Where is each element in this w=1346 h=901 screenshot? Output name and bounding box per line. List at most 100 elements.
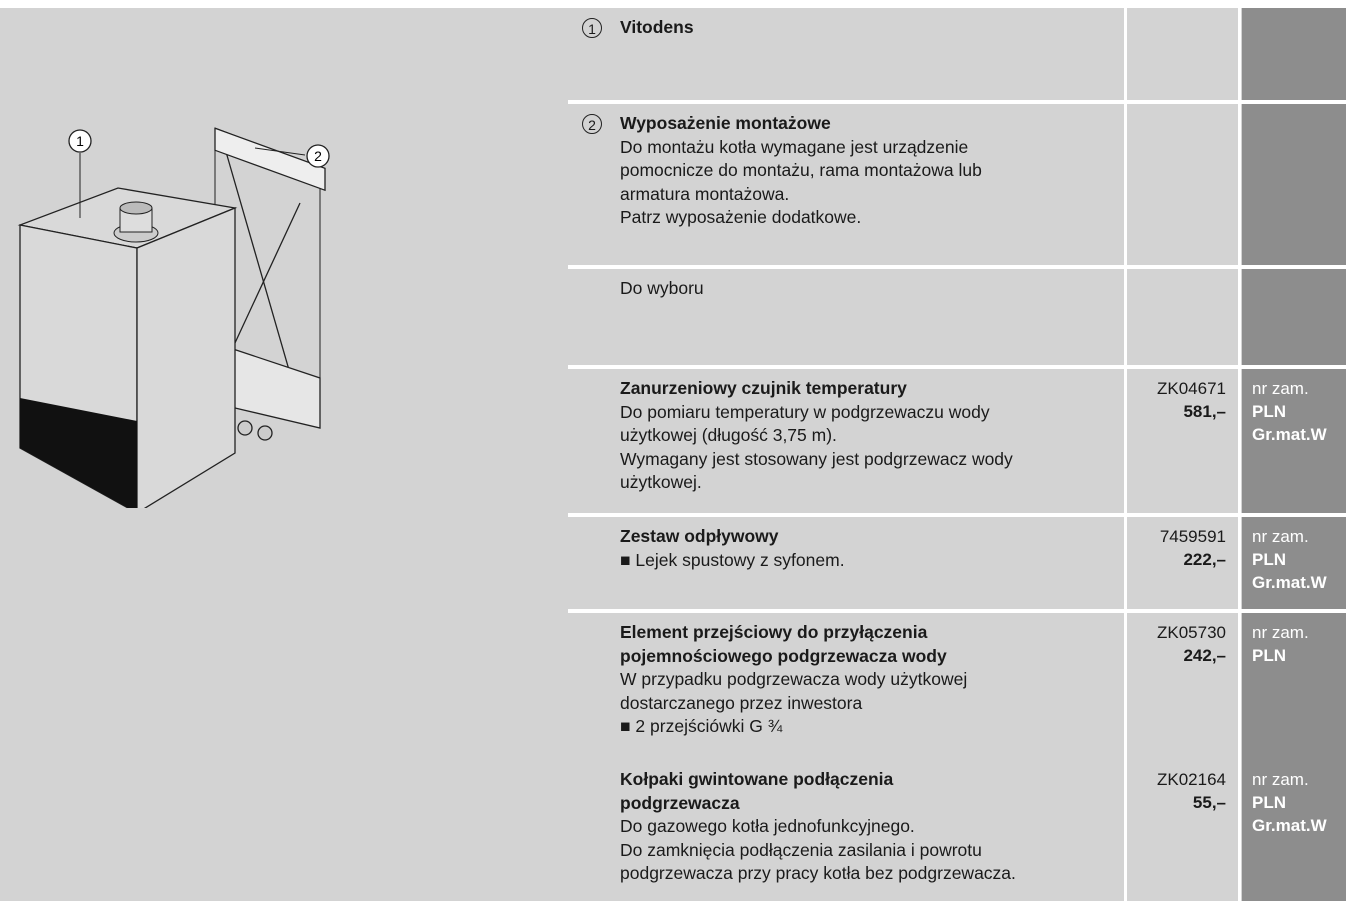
item-text: Vitodens bbox=[620, 16, 1120, 40]
column-divider bbox=[1124, 104, 1127, 265]
column-divider bbox=[1124, 613, 1127, 760]
item-title: Zanurzeniowy czujnik temperatury bbox=[620, 378, 907, 398]
label: nr zam. bbox=[1252, 527, 1309, 546]
row-separator bbox=[568, 265, 1346, 269]
column-divider bbox=[1238, 8, 1241, 100]
label: PLN bbox=[1252, 550, 1286, 569]
column-divider bbox=[1238, 104, 1241, 265]
table-row: 1 Vitodens bbox=[575, 8, 1346, 100]
item-text: Zanurzeniowy czujnik temperatury Do pomia… bbox=[620, 377, 1120, 495]
label: nr zam. bbox=[1252, 379, 1309, 398]
item-description: Do zamknięcia podłączenia zasilania i po… bbox=[620, 839, 982, 860]
item-text: Zestaw odpływowy ■ Lejek spustowy z syfon… bbox=[620, 525, 1120, 572]
table-row: Zanurzeniowy czujnik temperatury Do pomia… bbox=[575, 369, 1346, 513]
label-cell bbox=[1242, 8, 1346, 100]
item-title: Zestaw odpływowy bbox=[620, 526, 779, 546]
order-info: ZK04671 581,– bbox=[1157, 377, 1226, 423]
item-description: ■ Lejek spustowy z syfonem. bbox=[620, 549, 845, 570]
item-text: Wyposażenie montażowe Do montażu kotła wy… bbox=[620, 112, 1120, 230]
column-divider bbox=[1124, 269, 1127, 365]
item-description: armatura montażowa. bbox=[620, 183, 790, 204]
row-separator bbox=[568, 609, 1346, 613]
table-row: Kołpaki gwintowane podłączenia podgrzewac… bbox=[575, 760, 1346, 901]
row-separator bbox=[568, 365, 1346, 369]
item-description: Do wyboru bbox=[620, 278, 704, 298]
item-description: użytkowej. bbox=[620, 472, 702, 492]
callout: 1 bbox=[76, 133, 84, 149]
column-divider bbox=[1238, 517, 1241, 609]
item-marker: 2 bbox=[582, 114, 602, 134]
illustration: 1 2 bbox=[17, 127, 330, 508]
item-title: Element przejściowy do przyłączenia bbox=[620, 622, 928, 642]
item-description: Patrz wyposażenie dodatkowe. bbox=[620, 207, 862, 227]
table-row: Element przejściowy do przyłączenia pojem… bbox=[575, 613, 1346, 760]
price: 581,– bbox=[1183, 402, 1226, 421]
description-cell: 1 Vitodens bbox=[575, 8, 1127, 100]
label: Gr.mat.W bbox=[1252, 816, 1327, 835]
item-description: dostarczanego przez inwestora bbox=[620, 692, 863, 713]
order-info: ZK02164 55,– bbox=[1157, 768, 1226, 814]
code-cell: ZK05730 242,– bbox=[1127, 613, 1238, 760]
catalog-page: 1 2 1 Vitodens 2 Wyposażenie montażowe Do mo… bbox=[0, 8, 1346, 901]
table-row: 2 Wyposażenie montażowe Do montażu kotła w… bbox=[575, 104, 1346, 265]
description-cell: 2 Wyposażenie montażowe Do montażu kotła w… bbox=[575, 104, 1127, 265]
column-divider bbox=[1238, 369, 1241, 513]
label-cell: nr zam. PLN bbox=[1242, 613, 1346, 760]
labels: nr zam. PLN bbox=[1252, 621, 1309, 667]
column-divider bbox=[1238, 760, 1241, 901]
labels: nr zam. PLN Gr.mat.W bbox=[1252, 377, 1327, 446]
code-cell: ZK02164 55,– bbox=[1127, 760, 1238, 901]
item-title: Kołpaki gwintowane podłączenia bbox=[620, 769, 894, 789]
item-description: użytkowej (długość 3,75 m). bbox=[620, 425, 837, 445]
item-title: Wyposażenie montażowe bbox=[620, 113, 831, 133]
item-description: Do pomiaru temperatury w podgrzewaczu wo… bbox=[620, 401, 990, 422]
order-info: ZK05730 242,– bbox=[1157, 621, 1226, 667]
column-divider bbox=[1124, 369, 1127, 513]
item-description: Wymagany jest stosowany jest podgrzewacz… bbox=[620, 448, 1013, 469]
label: PLN bbox=[1252, 793, 1286, 812]
item-description: W przypadku podgrzewacza wody użytkowej bbox=[620, 669, 968, 689]
label-cell: nr zam. PLN Gr.mat.W bbox=[1242, 517, 1346, 609]
order-number: 7459591 bbox=[1159, 527, 1226, 546]
item-text: Element przejściowy do przyłączenia pojem… bbox=[620, 621, 1120, 739]
item-description: podgrzewacza przy pracy kotła bez podgrz… bbox=[620, 863, 1016, 883]
item-text: Kołpaki gwintowane podłączenia podgrzewac… bbox=[620, 768, 1120, 886]
column-divider bbox=[1238, 613, 1241, 760]
item-text: Do wyboru bbox=[620, 277, 1120, 301]
order-number: ZK05730 bbox=[1157, 623, 1226, 642]
column-divider bbox=[1124, 517, 1127, 609]
code-cell bbox=[1127, 104, 1238, 265]
label-cell bbox=[1242, 269, 1346, 365]
label: nr zam. bbox=[1252, 623, 1309, 642]
description-cell: Element przejściowy do przyłączenia pojem… bbox=[575, 613, 1127, 760]
price: 242,– bbox=[1183, 646, 1226, 665]
label: Gr.mat.W bbox=[1252, 573, 1327, 592]
item-description: Do gazowego kotła jednofunkcyjnego. bbox=[620, 816, 915, 836]
label-cell bbox=[1242, 104, 1346, 265]
order-number: ZK02164 bbox=[1157, 770, 1226, 789]
row-separator bbox=[568, 513, 1346, 517]
description-cell: Zanurzeniowy czujnik temperatury Do pomia… bbox=[575, 369, 1127, 513]
order-number: ZK04671 bbox=[1157, 379, 1226, 398]
label: nr zam. bbox=[1252, 770, 1309, 789]
labels: nr zam. PLN Gr.mat.W bbox=[1252, 768, 1327, 837]
column-divider bbox=[1124, 760, 1127, 901]
price: 222,– bbox=[1183, 550, 1226, 569]
table-row: Do wyboru bbox=[575, 269, 1346, 365]
item-title: Vitodens bbox=[620, 17, 694, 37]
description-cell: Do wyboru bbox=[575, 269, 1127, 365]
label-cell: nr zam. PLN Gr.mat.W bbox=[1242, 369, 1346, 513]
description-cell: Zestaw odpływowy ■ Lejek spustowy z syfon… bbox=[575, 517, 1127, 609]
label-cell: nr zam. PLN Gr.mat.W bbox=[1242, 760, 1346, 901]
price: 55,– bbox=[1192, 793, 1226, 812]
column-divider bbox=[1238, 269, 1241, 365]
item-title: pojemnościowego podgrzewacza wody bbox=[620, 645, 947, 666]
label: Gr.mat.W bbox=[1252, 425, 1327, 444]
label: PLN bbox=[1252, 646, 1286, 665]
item-description: pomocnicze do montażu, rama montażowa lu… bbox=[620, 160, 982, 180]
item-description: Do montażu kotła wymagane jest urządzeni… bbox=[620, 136, 969, 157]
code-cell: 7459591 222,– bbox=[1127, 517, 1238, 609]
code-cell bbox=[1127, 8, 1238, 100]
label: PLN bbox=[1252, 402, 1286, 421]
